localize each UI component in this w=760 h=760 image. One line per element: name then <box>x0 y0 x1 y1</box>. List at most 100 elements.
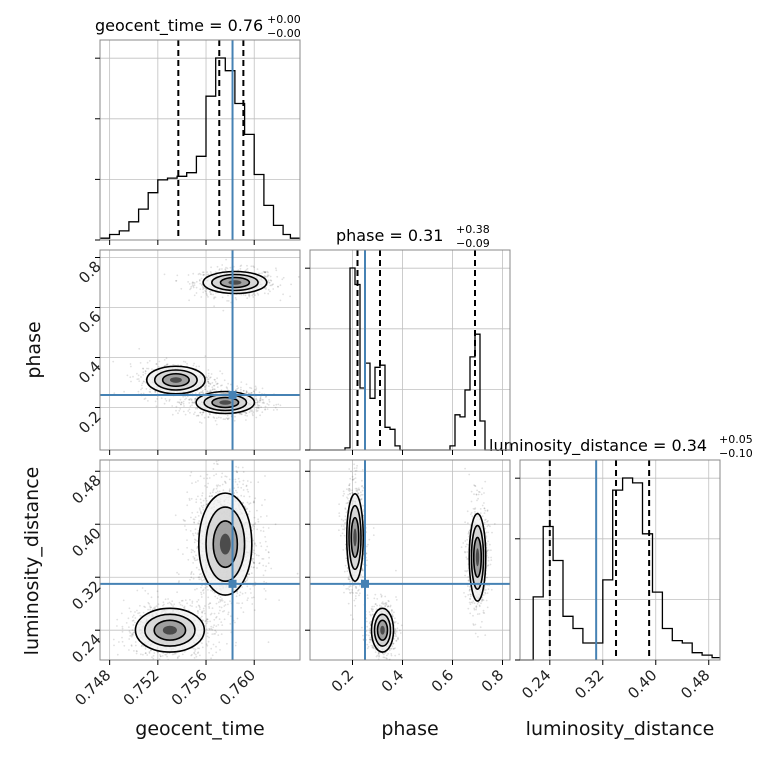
dist-vs-geocent-point <box>190 576 193 579</box>
dist-vs-geocent-point <box>213 618 216 621</box>
dist-vs-geocent-point <box>242 611 245 614</box>
phase-vs-geocent-point <box>197 273 200 276</box>
dist-vs-geocent-point <box>222 489 225 491</box>
phase-vs-geocent-point <box>178 409 181 412</box>
dist-vs-geocent-point <box>227 613 230 616</box>
phase-vs-geocent-point <box>207 372 210 375</box>
phase-vs-geocent-point <box>141 387 144 390</box>
phase-vs-geocent-point <box>251 410 253 413</box>
dist-vs-geocent-point <box>207 603 210 606</box>
phase-vs-geocent-point <box>259 272 261 275</box>
phase-vs-geocent-point <box>224 418 227 421</box>
phase-vs-geocent-point <box>213 296 216 299</box>
phase-vs-geocent-point <box>180 287 183 290</box>
phase-vs-geocent-point <box>138 380 141 382</box>
phase-vs-geocent-point <box>202 285 204 288</box>
dist-vs-geocent-point <box>264 590 267 592</box>
phase-vs-geocent-point <box>225 417 228 419</box>
dist-vs-geocent-point <box>132 632 135 634</box>
dist-vs-phase-point <box>343 591 345 594</box>
phase-vs-geocent-point <box>264 405 267 408</box>
dist-vs-geocent-point <box>199 608 201 611</box>
dist-vs-geocent-point <box>217 484 220 486</box>
dist-vs-geocent-point <box>199 509 201 511</box>
dist-vs-geocent-point <box>246 488 249 491</box>
dist-vs-geocent-contour-0-3 <box>219 533 231 555</box>
phase-vs-geocent-point <box>137 378 140 380</box>
dist-vs-geocent-point <box>253 516 256 519</box>
dist-vs-geocent-point <box>202 508 205 511</box>
phase-vs-geocent-point <box>198 365 201 368</box>
dist-vs-phase-point <box>372 527 375 529</box>
dist-vs-geocent-point <box>250 566 253 568</box>
phase-vs-geocent-point <box>239 265 242 268</box>
phase-vs-geocent-point <box>226 417 229 420</box>
dist-vs-geocent-point <box>254 497 257 500</box>
phase-vs-geocent-point <box>202 274 204 276</box>
dist-vs-geocent-point <box>204 587 207 589</box>
phase-vs-geocent-point <box>171 413 174 416</box>
dist-vs-geocent-point <box>200 505 203 507</box>
dist-vs-geocent-point <box>229 615 232 618</box>
dist-vs-geocent-point <box>274 523 277 526</box>
phase-vs-geocent-point <box>158 360 161 363</box>
dist-vs-geocent-point <box>270 567 273 570</box>
phase-vs-geocent-point <box>223 379 226 382</box>
phase-vs-geocent-point <box>256 402 259 404</box>
phase-vs-geocent-point <box>208 413 211 415</box>
histogram-phase <box>305 249 511 455</box>
dist-vs-phase-point <box>338 512 341 514</box>
dist-vs-geocent-point <box>234 621 236 624</box>
phase-vs-geocent-point <box>194 398 196 401</box>
dist-vs-geocent-point <box>140 653 142 656</box>
phase-vs-geocent-point <box>207 375 210 377</box>
dist-vs-geocent-point <box>241 602 244 605</box>
dist-vs-geocent-point <box>237 477 240 480</box>
dist-vs-geocent-point <box>147 608 150 611</box>
scatter-phase-vs-geocent-time: 0.20.40.60.8 <box>75 249 301 455</box>
phase-vs-geocent-point <box>197 414 200 417</box>
phase-vs-geocent-point <box>145 388 148 390</box>
dist-vs-geocent-point <box>219 598 221 601</box>
dist-vs-geocent-point <box>220 606 223 609</box>
dist-vs-geocent-point <box>254 522 257 524</box>
dist-vs-geocent-point <box>262 558 265 560</box>
phase-vs-geocent-point <box>213 388 216 391</box>
dist-vs-geocent-point <box>255 544 257 547</box>
phase-vs-geocent-point <box>207 381 210 383</box>
dist-vs-phase-point <box>352 478 355 481</box>
dist-vs-geocent-point <box>191 605 193 607</box>
dist-vs-geocent-point <box>149 608 152 611</box>
dist-vs-phase-point <box>361 485 364 487</box>
dist-vs-geocent-point <box>155 605 158 607</box>
phase-vs-geocent-point <box>256 409 259 412</box>
phase-vs-geocent-point <box>201 271 204 274</box>
dist-vs-geocent-point <box>196 587 198 590</box>
phase-vs-geocent-point <box>200 296 203 298</box>
phase-vs-geocent-point <box>246 264 248 267</box>
phase-vs-geocent-point <box>206 273 209 276</box>
dist-vs-geocent-point <box>201 579 204 582</box>
phase-vs-geocent-point <box>204 386 206 389</box>
dist-vs-geocent-point <box>194 532 197 534</box>
dist-vs-geocent-point <box>212 643 215 646</box>
dist-vs-geocent-point <box>206 473 209 476</box>
phase-vs-geocent-point <box>200 277 203 280</box>
phase-vs-geocent-point <box>216 377 219 380</box>
phase-vs-geocent-point <box>154 400 157 403</box>
phase-vs-geocent-point <box>269 279 272 282</box>
dist-vs-geocent-point <box>188 497 191 500</box>
dist-vs-geocent-point <box>144 606 147 608</box>
dist-vs-geocent-point <box>135 650 138 652</box>
phase-vs-geocent-point <box>182 360 185 363</box>
phase-vs-geocent-point <box>246 297 249 300</box>
phase-vs-geocent-point <box>142 374 145 376</box>
phase-vs-geocent-point <box>228 417 230 419</box>
dist-vs-geocent-point <box>221 624 224 626</box>
dist-vs-geocent-point <box>238 602 240 605</box>
phase-vs-geocent-point <box>212 293 215 296</box>
dist-vs-geocent-point <box>177 548 180 551</box>
dist-vs-geocent-point <box>254 543 256 546</box>
dist-vs-phase-point <box>353 463 355 466</box>
phase-vs-geocent-point <box>245 383 248 386</box>
